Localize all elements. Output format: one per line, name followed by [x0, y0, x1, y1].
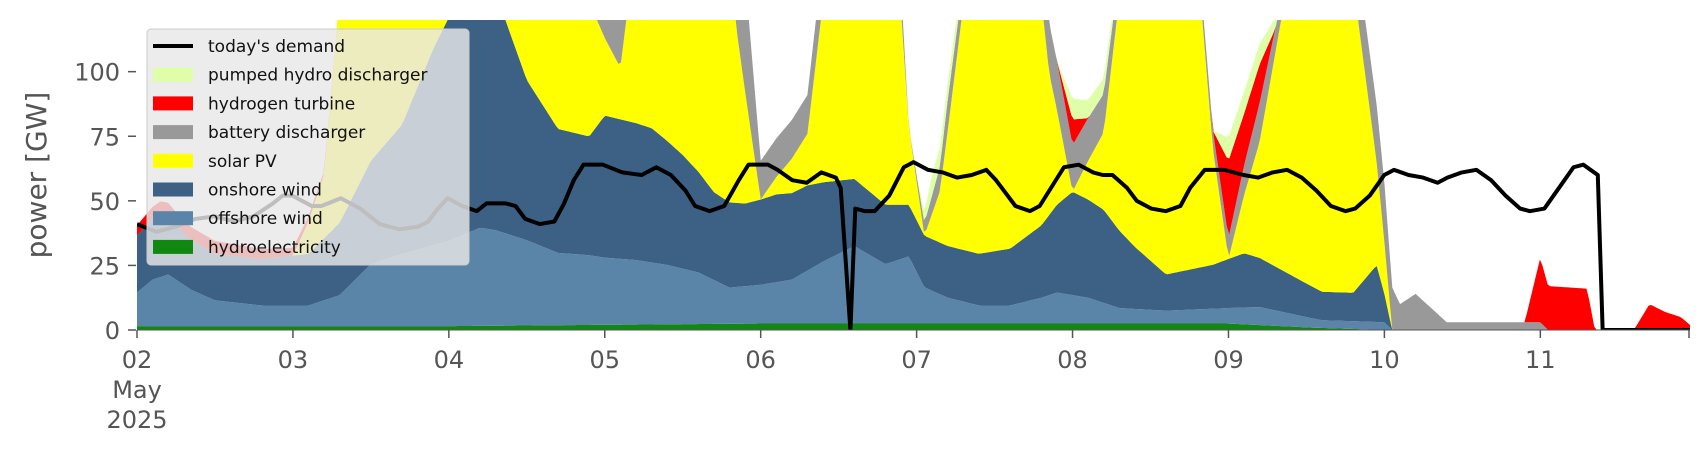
x-tick-label: 02	[122, 346, 153, 374]
legend-label: offshore wind	[208, 209, 323, 229]
x-tick-label: 06	[745, 346, 776, 374]
y-axis: 0 25 50 75 100	[74, 59, 136, 345]
y-tick-label: 50	[89, 188, 120, 216]
x-tick-label: 10	[1369, 346, 1400, 374]
x-tick-label: 03	[278, 346, 309, 374]
legend: today's demand pumped hydro discharger hyd…	[146, 28, 470, 266]
stacked-areas	[137, 20, 1690, 330]
area-onshore-wind	[137, 20, 1690, 330]
legend-label: onshore wind	[208, 181, 322, 201]
legend-label: pumped hydro discharger	[208, 66, 427, 86]
x-tick-label: 11	[1525, 346, 1556, 374]
legend-label: hydroelectricity	[208, 238, 341, 258]
y-axis-label: power [GW]	[20, 92, 53, 259]
x-tick-label: 05	[589, 346, 620, 374]
legend-swatch	[153, 211, 193, 226]
legend-label: hydrogen turbine	[208, 94, 355, 114]
legend-label: solar PV	[208, 152, 277, 172]
legend-swatch	[153, 125, 193, 140]
y-tick-label: 75	[89, 123, 120, 151]
area-offshore-wind	[137, 227, 1690, 330]
x-tick-label: 09	[1213, 346, 1244, 374]
area-hydrogen-turbine	[137, 20, 1690, 330]
legend-label: battery discharger	[208, 123, 365, 143]
y-tick-label: 100	[74, 59, 120, 87]
area-hydroelectricity	[137, 323, 1690, 330]
y-tick-label: 25	[89, 252, 120, 280]
y-tick-label: 0	[105, 317, 120, 345]
legend-label: today's demand	[208, 37, 345, 57]
x-tick-label: May	[112, 376, 162, 404]
legend-swatch	[153, 67, 193, 82]
x-tick-label: 04	[434, 346, 465, 374]
x-tick-label: 07	[901, 346, 932, 374]
x-tick-label: 2025	[106, 406, 167, 434]
legend-swatch	[153, 239, 193, 254]
area-solar-pv	[137, 20, 1690, 330]
legend-swatch	[153, 182, 193, 197]
legend-swatch	[153, 96, 193, 111]
area-battery-discharger	[137, 20, 1690, 330]
legend-swatch	[153, 153, 193, 168]
legend-box	[146, 28, 470, 266]
x-tick-label: 08	[1057, 346, 1088, 374]
